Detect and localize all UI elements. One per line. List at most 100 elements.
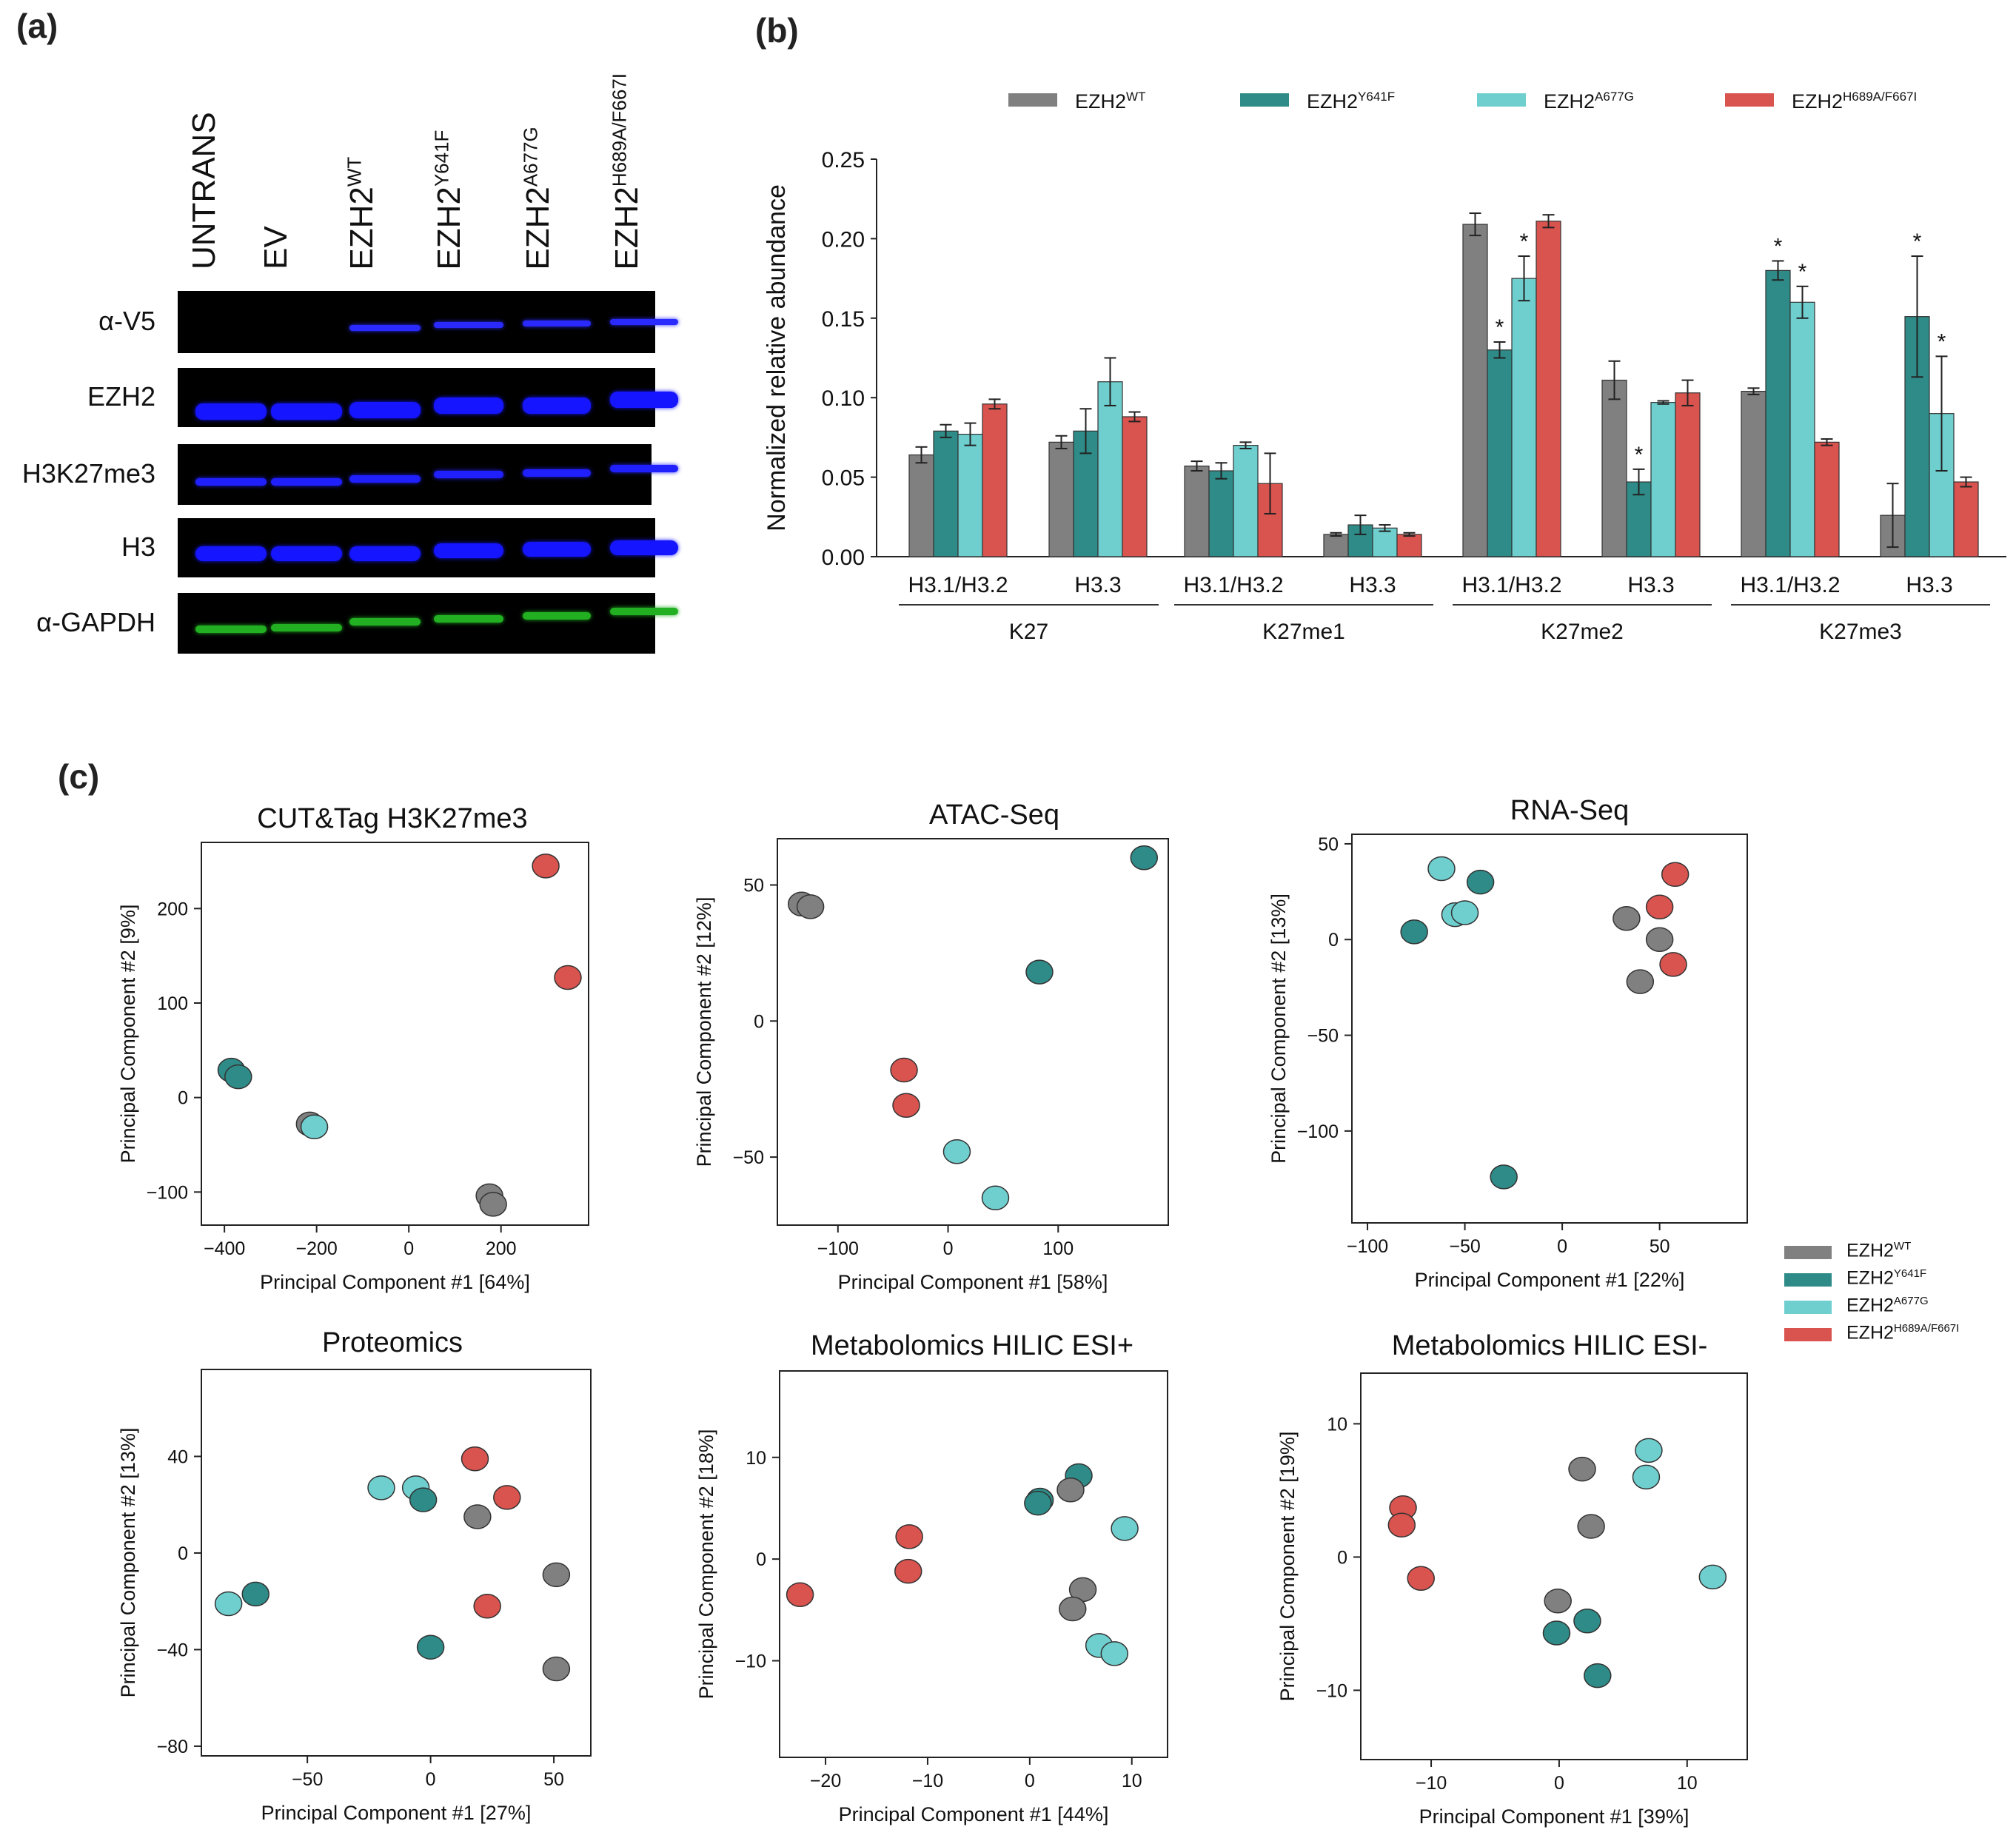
blot-band	[434, 543, 503, 558]
y-tick-label: 10	[746, 1448, 766, 1469]
x-tick-label: 0	[1554, 1773, 1564, 1794]
point-wt	[1645, 927, 1674, 952]
plot-frame	[777, 838, 1169, 1226]
category-label: H3.1/H3.2	[1461, 573, 1561, 597]
point-wt	[1613, 906, 1641, 931]
bar-y641f	[933, 430, 959, 557]
x-tick-label: −100	[1347, 1236, 1388, 1257]
blot-band	[434, 615, 503, 623]
x-axis-label: Principal Component #1 [58%]	[838, 1271, 1108, 1293]
legend-swatch-h689a	[1725, 93, 1774, 107]
point-wt	[1568, 1456, 1596, 1482]
blot-band	[523, 469, 591, 477]
legend-label-y641f: EZH2Y641F	[1307, 90, 1395, 113]
lane-label-2: EZH2WT	[343, 156, 380, 270]
significance-star: *	[1798, 260, 1807, 284]
point-wt	[479, 1192, 507, 1217]
y-tick-label: 0.05	[822, 466, 865, 491]
x-axis-label: Principal Component #1 [27%]	[261, 1802, 532, 1824]
x-axis-label: Principal Component #1 [39%]	[1419, 1805, 1690, 1828]
point-y641f	[1130, 845, 1159, 871]
point-a677g	[1111, 1516, 1139, 1541]
pca-legend-swatch-a677g	[1784, 1301, 1832, 1314]
significance-star: *	[1774, 234, 1783, 258]
x-tick-label: −20	[810, 1771, 841, 1791]
point-a677g	[1698, 1564, 1727, 1590]
plot-frame	[1360, 1372, 1748, 1760]
blot-band	[610, 465, 678, 472]
blot-band	[523, 612, 591, 620]
point-y641f	[241, 1581, 269, 1607]
blot-band	[610, 608, 678, 615]
point-h689a	[1387, 1512, 1416, 1537]
blot-row-label-3: H3	[121, 531, 155, 562]
legend-label-wt: EZH2WT	[1075, 90, 1145, 113]
point-h689a	[894, 1558, 922, 1584]
bar-wt	[1741, 391, 1766, 557]
plot-frame	[201, 842, 589, 1226]
point-h689a	[532, 854, 560, 879]
point-a677g	[300, 1114, 329, 1139]
blot-band	[523, 321, 591, 326]
point-h689a	[1661, 862, 1690, 888]
pca-scatter-grid: CUT&Tag H3K27me3−400 −200 0 200−1000100200P…	[117, 795, 1748, 1828]
bar-wt	[908, 454, 934, 557]
point-h689a	[1407, 1566, 1435, 1591]
bar-y641f	[1208, 470, 1234, 557]
significance-star: *	[1913, 229, 1922, 254]
scatter-title: RNA-Seq	[1510, 795, 1630, 826]
point-a677g	[1100, 1641, 1129, 1666]
point-h689a	[1645, 894, 1674, 920]
y-tick-label: −10	[1316, 1680, 1347, 1701]
y-tick-label: 50	[743, 875, 764, 896]
point-y641f	[1466, 869, 1495, 895]
bar-a677g	[1097, 381, 1123, 557]
panel-label-c: (c)	[58, 757, 100, 796]
point-a677g	[1632, 1464, 1661, 1490]
bar-h689a	[982, 403, 1008, 557]
x-tick-label: −100	[817, 1238, 859, 1259]
significance-star: *	[1520, 229, 1529, 254]
x-tick-label: 0	[943, 1238, 954, 1259]
scatter-title: Proteomics	[322, 1327, 463, 1358]
bar-y641f	[1487, 349, 1513, 557]
lane-label-3: EZH2Y641F	[430, 130, 467, 270]
x-tick-label: 50	[1650, 1236, 1670, 1257]
y-axis-label: Principal Component #2 [9%]	[117, 905, 139, 1164]
category-label: H3.3	[1627, 573, 1674, 597]
point-y641f	[1542, 1620, 1571, 1646]
y-tick-label: −80	[157, 1737, 188, 1757]
point-h689a	[786, 1582, 814, 1607]
point-y641f	[1490, 1164, 1518, 1190]
bar-wt	[1184, 465, 1210, 557]
significance-star: *	[1496, 315, 1504, 340]
point-wt	[542, 1562, 571, 1588]
blot-band	[434, 322, 503, 328]
blot-band	[271, 403, 342, 420]
x-tick-label: 200	[486, 1238, 517, 1259]
pca-legend-label-a677g: EZH2A677G	[1846, 1295, 1929, 1316]
scatter-title: CUT&Tag H3K27me3	[257, 803, 527, 834]
y-tick-label: 0	[1337, 1547, 1347, 1568]
x-tick-label: 0	[1557, 1236, 1567, 1257]
lane-label-0: UNTRANS	[186, 112, 222, 269]
bar-a677g	[1233, 445, 1259, 557]
y-tick-label: 0	[754, 1011, 764, 1032]
blot-band	[610, 540, 678, 555]
y-tick-label: −50	[1307, 1026, 1339, 1047]
bar-a677g	[1511, 278, 1537, 557]
y-tick-label: 0	[756, 1549, 766, 1570]
bar-a677g	[1789, 301, 1815, 557]
point-h689a	[461, 1446, 489, 1472]
x-axis-label: Principal Component #1 [22%]	[1415, 1269, 1685, 1291]
x-tick-label: 0	[426, 1769, 436, 1790]
bar-a677g	[1650, 402, 1676, 557]
legend-swatch-wt	[1008, 93, 1057, 107]
panel-label-a: (a)	[16, 7, 58, 45]
y-tick-label: 0	[178, 1543, 188, 1564]
blot-band	[349, 402, 421, 418]
x-tick-label: 50	[543, 1769, 564, 1790]
plot-frame	[1351, 834, 1748, 1224]
pca-legend-label-y641f: EZH2Y641F	[1846, 1267, 1927, 1289]
y-tick-label: 0	[178, 1088, 188, 1109]
